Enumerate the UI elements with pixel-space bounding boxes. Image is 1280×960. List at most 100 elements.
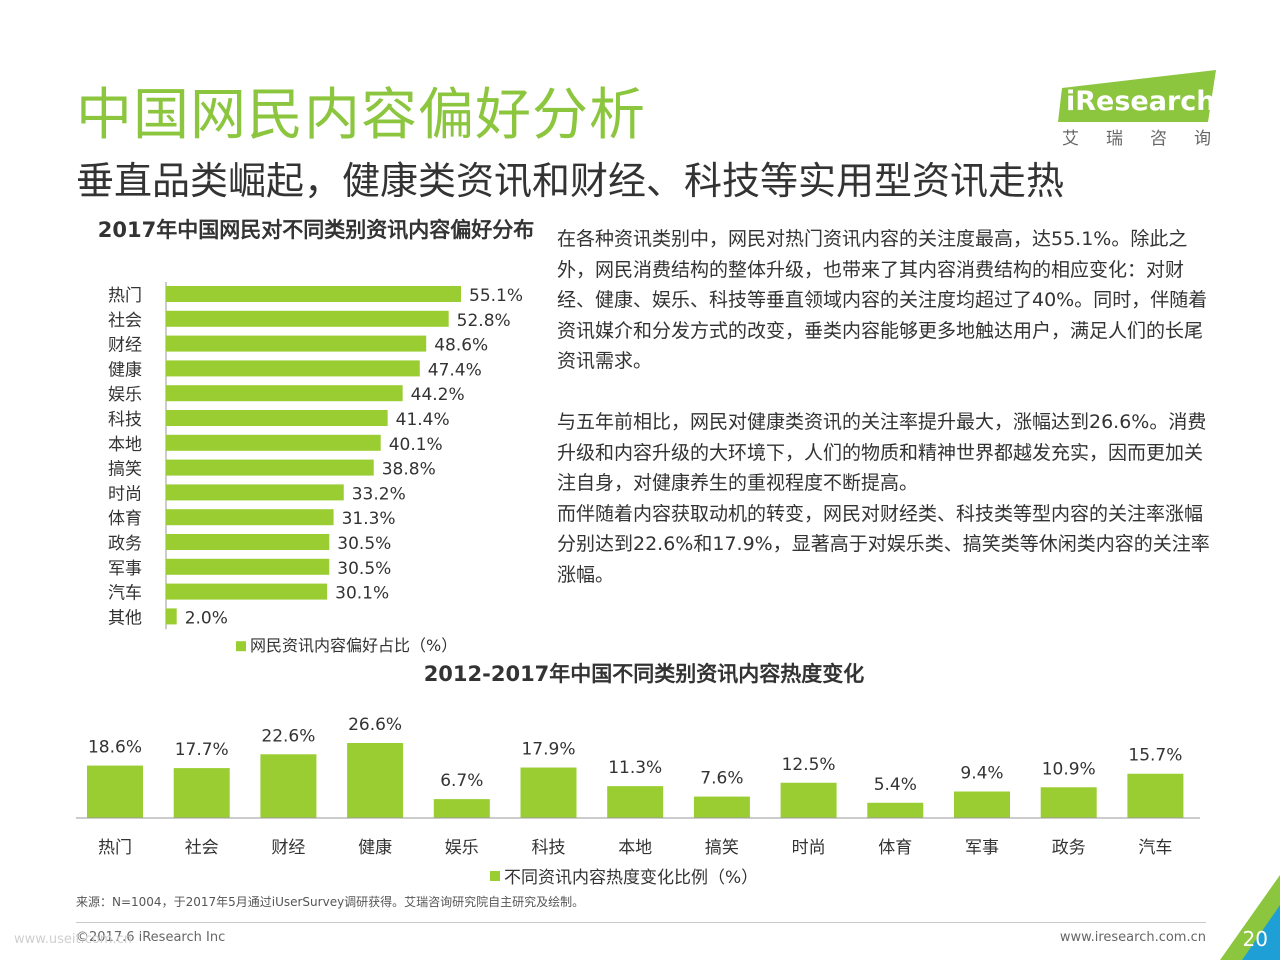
chart1-value-label: 48.6% bbox=[434, 336, 488, 356]
chart1-bar bbox=[166, 286, 461, 302]
chart2-value-label: 9.4% bbox=[960, 763, 1003, 783]
chart2-value-label: 17.9% bbox=[521, 740, 575, 760]
chart1-value-label: 47.4% bbox=[428, 360, 482, 380]
chart2-value-label: 15.7% bbox=[1128, 746, 1182, 766]
paragraph-2-part-2: 而伴随着内容获取动机的转变，网民对财经类、科技类等型内容的关注率涨幅分别达到22… bbox=[557, 502, 1210, 586]
chart2-bar bbox=[87, 765, 143, 818]
chart1-category-label: 其他 bbox=[108, 608, 142, 628]
chart1-category-label: 本地 bbox=[108, 435, 142, 455]
chart2-bar bbox=[173, 768, 230, 818]
chart1-value-label: 52.8% bbox=[457, 311, 511, 331]
chart1-value-label: 30.5% bbox=[337, 534, 391, 554]
chart1-bar bbox=[166, 534, 330, 550]
chart1-category-label: 搞笑 bbox=[108, 460, 142, 480]
logo-chinese-name: 艾瑞咨询 bbox=[1062, 129, 1238, 149]
chart1-bar bbox=[166, 459, 374, 476]
chart2-category-label: 社会 bbox=[185, 838, 219, 858]
iresearch-logo: iResearch bbox=[1058, 70, 1216, 122]
chart1-bar bbox=[166, 583, 328, 600]
chart1-category-label: 健康 bbox=[108, 360, 142, 380]
chart1-value-label: 30.1% bbox=[335, 584, 389, 604]
chart2-category-label: 健康 bbox=[358, 838, 392, 858]
chart1-title: 2017年中国网民对不同类别资讯内容偏好分布 bbox=[97, 218, 535, 242]
website-link[interactable]: www.iresearch.com.cn bbox=[1059, 930, 1206, 945]
chart1-category-label: 科技 bbox=[108, 410, 142, 430]
chart2-value-label: 12.5% bbox=[782, 755, 836, 775]
chart2-bar bbox=[260, 754, 317, 818]
chart2-bar bbox=[780, 782, 837, 818]
chart1-value-label: 31.3% bbox=[342, 509, 396, 529]
chart2-category-label: 科技 bbox=[532, 838, 566, 858]
chart2-category-label: 热门 bbox=[98, 838, 132, 858]
footer-divider bbox=[76, 922, 1206, 923]
chart1-category-label: 汽车 bbox=[108, 584, 142, 604]
chart2-value-label: 17.7% bbox=[175, 740, 229, 760]
chart2-bar bbox=[954, 791, 1010, 818]
chart2-title: 2012-2017年中国不同类别资讯内容热度变化 bbox=[423, 662, 865, 686]
chart2-bar bbox=[1127, 773, 1184, 818]
chart1-category-label: 社会 bbox=[108, 311, 142, 331]
chart2-value-label: 22.6% bbox=[261, 726, 315, 746]
chart2-value-label: 11.3% bbox=[608, 758, 662, 778]
chart1-value-label: 2.0% bbox=[185, 608, 228, 628]
chart2-bar bbox=[607, 786, 664, 818]
chart1-bar bbox=[166, 410, 388, 426]
chart2-value-label: 6.7% bbox=[440, 771, 483, 791]
chart2-category-label: 军事 bbox=[965, 838, 999, 858]
chart2-category-label: 汽车 bbox=[1138, 838, 1172, 858]
chart2-bar bbox=[1040, 787, 1097, 818]
chart2-bar bbox=[433, 799, 490, 818]
preference-bar-chart: 热门 55.1% 社会 52.8% 财经 48.6% 健康 47.4% 娱乐 44.2% 科技 41.… bbox=[108, 282, 523, 655]
chart1-value-label: 40.1% bbox=[389, 435, 443, 455]
chart1-value-label: 38.8% bbox=[382, 460, 436, 480]
chart2-bar bbox=[867, 802, 924, 818]
chart1-category-label: 娱乐 bbox=[108, 385, 142, 405]
chart1-bar bbox=[166, 310, 449, 327]
chart2-bar bbox=[347, 743, 404, 818]
chart2-category-label: 政务 bbox=[1052, 838, 1086, 858]
chart1-bar bbox=[166, 360, 420, 377]
chart1-value-label: 33.2% bbox=[352, 484, 406, 504]
heat-change-bar-chart: 18.6% 热门 17.7% 社会 22.6% 财经 26.6% 健康 6.7% 娱乐 17.9% 科… bbox=[76, 715, 1200, 888]
chart2-legend-label: 不同资讯内容热度变化比例（%） bbox=[504, 868, 758, 888]
chart1-category-label: 时尚 bbox=[108, 484, 142, 504]
chart1-value-label: 55.1% bbox=[469, 286, 523, 306]
chart2-category-label: 本地 bbox=[618, 838, 652, 858]
chart1-bar bbox=[166, 484, 344, 501]
chart2-category-label: 体育 bbox=[878, 838, 912, 858]
chart1-bar bbox=[166, 509, 334, 526]
chart2-legend-swatch bbox=[490, 871, 500, 881]
chart2-category-label: 财经 bbox=[271, 838, 305, 858]
copyright: ©2017.6 iResearch Inc bbox=[76, 930, 226, 945]
chart2-category-label: 娱乐 bbox=[445, 838, 479, 858]
paragraph-2: 与五年前相比，网民对健康类资讯的关注率提升最大，涨幅达到26.6%。消费升级和内… bbox=[557, 407, 1217, 590]
chart1-bar bbox=[166, 434, 381, 451]
logo-text: iResearch bbox=[1066, 86, 1216, 117]
chart2-value-label: 18.6% bbox=[88, 738, 142, 758]
chart1-value-label: 41.4% bbox=[396, 410, 450, 430]
chart1-legend-label: 网民资讯内容偏好占比（%） bbox=[250, 636, 457, 655]
chart2-value-label: 5.4% bbox=[874, 775, 917, 795]
chart2-value-label: 26.6% bbox=[348, 715, 402, 735]
chart2-bar bbox=[520, 767, 577, 818]
chart2-value-label: 7.6% bbox=[700, 769, 743, 789]
chart2-category-label: 时尚 bbox=[792, 838, 826, 858]
watermark: www.useit.com.cn bbox=[14, 932, 132, 947]
page-number: 20 bbox=[1242, 927, 1268, 951]
chart1-category-label: 热门 bbox=[108, 286, 142, 306]
chart1-legend-swatch bbox=[236, 641, 246, 652]
chart2-bar bbox=[693, 796, 750, 818]
chart2-category-label: 搞笑 bbox=[705, 838, 739, 858]
page-subtitle: 垂直品类崛起，健康类资讯和财经、科技等实用型资讯走热 bbox=[76, 159, 1065, 203]
chart1-category-label: 财经 bbox=[108, 336, 142, 356]
paragraph-2-part-1: 与五年前相比，网民对健康类资讯的关注率提升最大，涨幅达到26.6%。消费升级和内… bbox=[557, 411, 1207, 494]
chart1-bar bbox=[166, 558, 330, 575]
chart1-bar bbox=[166, 385, 403, 402]
chart1-category-label: 军事 bbox=[108, 559, 142, 579]
chart1-value-label: 44.2% bbox=[411, 385, 465, 405]
chart2-value-label: 10.9% bbox=[1042, 759, 1096, 779]
corner-decoration bbox=[1220, 875, 1280, 960]
paragraph-1: 在各种资讯类别中，网民对热门资讯内容的关注度最高，达55.1%。除此之外，网民消… bbox=[557, 228, 1208, 372]
chart1-bar bbox=[166, 608, 177, 625]
page-title: 中国网民内容偏好分析 bbox=[76, 83, 646, 148]
